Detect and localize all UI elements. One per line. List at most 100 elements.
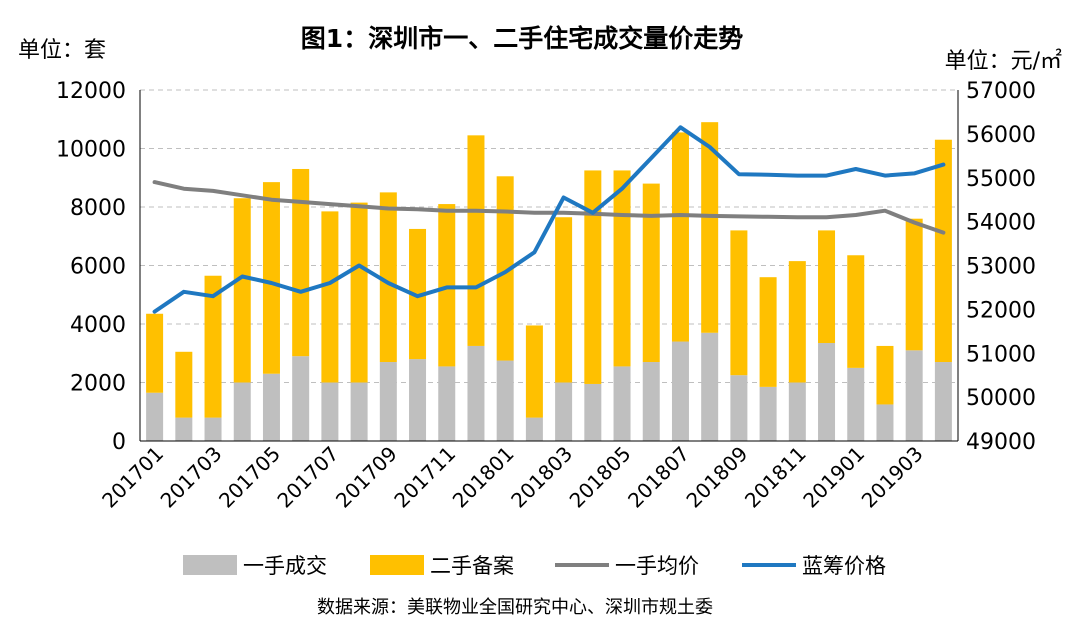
y-right-tick-label: 55000 — [966, 167, 1036, 192]
source-note: 数据来源：美联物业全国研究中心、深圳市规土委 — [317, 597, 713, 618]
bar-first-hand — [905, 350, 923, 441]
bar-second-hand — [292, 168, 310, 357]
line-first-hand-avg-price — [152, 180, 946, 235]
x-tick-label: 201709 — [331, 442, 402, 513]
x-tick-label: 201903 — [857, 442, 928, 513]
bar-second-hand — [671, 132, 689, 342]
bar-second-hand — [262, 182, 280, 374]
legend-swatch — [370, 555, 424, 575]
bar-second-hand — [321, 211, 339, 383]
legend-label: 蓝筹价格 — [802, 554, 886, 578]
bar-second-hand — [584, 170, 602, 384]
bar-second-hand — [525, 325, 543, 418]
y-left-tick-label: 8000 — [70, 196, 126, 221]
bar-second-hand — [847, 255, 865, 368]
bar-first-hand — [788, 382, 806, 441]
y-right-tick-label: 51000 — [966, 342, 1036, 367]
x-tick-label: 201807 — [623, 442, 694, 513]
x-tick-label: 201711 — [389, 442, 460, 513]
bar-second-hand — [934, 139, 952, 363]
line-bluechip-price — [152, 125, 946, 314]
bar-first-hand — [233, 382, 251, 441]
bar-second-hand — [204, 275, 222, 418]
bar-second-hand — [701, 122, 719, 333]
bar-second-hand — [233, 198, 251, 383]
y-right-tick-label: 54000 — [966, 211, 1036, 236]
left-axis-unit: 单位：套 — [18, 38, 106, 63]
x-tick-label: 201803 — [506, 442, 577, 513]
x-tick-label: 201811 — [740, 442, 811, 513]
legend-label: 一手成交 — [243, 554, 327, 578]
x-tick-labels: 2017012017032017052017072017092017112018… — [97, 442, 928, 513]
bar-second-hand — [379, 192, 397, 363]
bar-second-hand — [175, 351, 193, 418]
axes-group — [139, 90, 959, 442]
bar-first-hand — [584, 383, 602, 441]
bar-first-hand — [496, 360, 514, 441]
x-tick-label: 201801 — [448, 442, 519, 513]
bars-group — [146, 122, 952, 441]
bar-first-hand — [730, 375, 748, 441]
bar-first-hand — [642, 362, 660, 441]
x-tick-label: 201809 — [681, 442, 752, 513]
bar-first-hand — [818, 343, 836, 441]
bar-second-hand — [642, 183, 660, 363]
bar-first-hand — [409, 359, 427, 441]
bar-second-hand — [555, 217, 573, 383]
y-left-tick-label: 4000 — [70, 313, 126, 338]
bar-first-hand — [292, 356, 310, 441]
bar-first-hand — [146, 392, 164, 441]
bar-first-hand — [438, 366, 456, 441]
right-tick-labels: 49000 50000 51000 52000 53000 54000 55000 56000… — [966, 79, 1036, 455]
chart-title: 图1：深圳市一、二手住宅成交量价走势 — [301, 24, 743, 53]
legend-swatch — [183, 555, 237, 575]
gridlines — [140, 89, 958, 383]
bar-first-hand — [262, 373, 280, 441]
x-tick-label: 201901 — [798, 442, 869, 513]
x-tick-label: 201703 — [156, 442, 227, 513]
y-left-tick-label: 10000 — [56, 138, 126, 163]
bar-first-hand — [701, 332, 719, 441]
x-tick-label: 201701 — [97, 442, 168, 513]
bar-second-hand — [613, 170, 631, 367]
bar-first-hand — [555, 382, 573, 441]
y-left-tick-label: 0 — [112, 430, 126, 455]
bar-first-hand — [379, 362, 397, 441]
lines-group — [152, 125, 946, 314]
y-left-tick-label: 6000 — [70, 255, 126, 280]
legend-label: 二手备案 — [430, 554, 514, 578]
right-axis-unit: 单位：元/㎡ — [945, 48, 1062, 74]
y-left-tick-label: 12000 — [56, 79, 126, 104]
y-right-tick-label: 50000 — [966, 386, 1036, 411]
legend-label: 一手均价 — [615, 554, 699, 578]
y-left-tick-label: 2000 — [70, 372, 126, 397]
bar-second-hand — [438, 204, 456, 367]
bar-first-hand — [934, 362, 952, 441]
bar-second-hand — [146, 313, 164, 393]
bar-first-hand — [613, 366, 631, 441]
bar-second-hand — [905, 218, 923, 351]
bar-second-hand — [876, 345, 894, 405]
y-right-tick-label: 57000 — [966, 79, 1036, 104]
bar-second-hand — [788, 261, 806, 383]
bar-second-hand — [730, 230, 748, 376]
bar-first-hand — [467, 345, 485, 441]
x-tick-label: 201805 — [565, 442, 636, 513]
bar-first-hand — [175, 417, 193, 441]
bar-second-hand — [350, 202, 368, 383]
bar-first-hand — [525, 417, 543, 441]
bar-second-hand — [409, 228, 427, 360]
bar-first-hand — [671, 341, 689, 441]
bar-second-hand — [818, 230, 836, 344]
y-right-tick-label: 53000 — [966, 255, 1036, 280]
y-right-tick-label: 52000 — [966, 298, 1036, 323]
bar-first-hand — [204, 417, 222, 441]
bar-second-hand — [467, 135, 485, 346]
left-tick-labels: 0 2000 4000 6000 8000 10000 12000 — [56, 79, 126, 455]
x-tick-label: 201705 — [214, 442, 285, 513]
x-tick-label: 201707 — [272, 442, 343, 513]
legend: 一手成交 二手备案 一手均价 蓝筹价格 — [183, 554, 886, 578]
bar-second-hand — [496, 176, 514, 361]
bar-first-hand — [759, 386, 777, 441]
